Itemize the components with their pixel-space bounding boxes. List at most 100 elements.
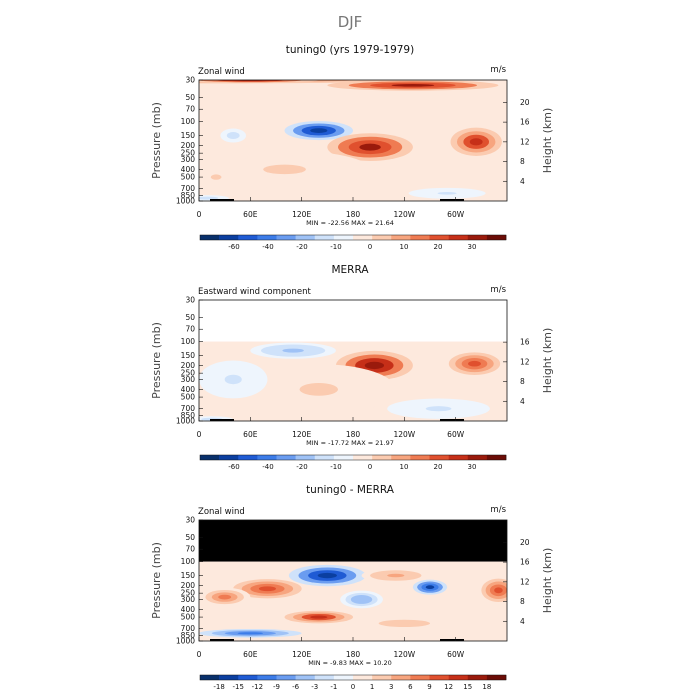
x-tick-label: 60W: [447, 650, 465, 659]
colorbar-label: 3: [389, 683, 393, 691]
x-tick-label: 120E: [292, 650, 311, 659]
colorbar-label: 30: [468, 463, 477, 471]
y-tick-label: 50: [185, 533, 195, 542]
y-tick-label: 70: [185, 105, 195, 114]
y-tick-label: 700: [181, 624, 196, 633]
contour-field: [199, 341, 507, 421]
colorbar-swatch: [410, 675, 430, 680]
y2-tick-label: 8: [520, 377, 525, 386]
contour-5-level-4: [310, 615, 328, 619]
colorbar-swatch: [353, 455, 373, 460]
colorbar-label: -20: [296, 463, 307, 471]
colorbar-swatch: [295, 235, 316, 240]
x-tick-label: 60W: [447, 430, 465, 439]
y-tick-label: 1000: [176, 197, 195, 206]
y-tick-label: 400: [181, 385, 196, 394]
units-label: m/s: [490, 505, 506, 515]
contour-field: [199, 520, 507, 641]
colorbar-label: 30: [468, 243, 477, 251]
colorbar-swatch: [314, 455, 335, 460]
colorbar-swatch: [314, 675, 335, 680]
y2-axis-title: Height (km): [541, 328, 554, 394]
y-tick-label: 70: [185, 325, 195, 334]
y2-tick-label: 20: [520, 538, 530, 547]
y-tick-label: 850: [181, 631, 196, 640]
y-tick-label: 200: [181, 141, 196, 150]
y-tick-label: 100: [181, 117, 196, 126]
colorbar-swatch: [276, 455, 296, 460]
y-tick-label: 70: [185, 545, 195, 554]
colorbar-swatch: [372, 235, 392, 240]
y-tick-label: 1000: [176, 417, 195, 426]
colorbar-label: 10: [400, 463, 409, 471]
topography: [440, 199, 464, 201]
colorbar-swatch: [295, 675, 316, 680]
colorbar-swatch: [333, 235, 354, 240]
x-tick-label: 120E: [292, 430, 311, 439]
colorbar-swatch: [467, 675, 488, 680]
colorbar-swatch: [333, 455, 354, 460]
colorbar-frame: [199, 454, 507, 461]
colorbar-swatch: [238, 455, 258, 460]
colorbar-label: 20: [434, 243, 443, 251]
colorbar-label: -20: [296, 243, 307, 251]
colorbar-swatch: [448, 455, 469, 460]
x-tick-label: 60E: [243, 210, 258, 219]
topography: [440, 639, 464, 641]
y2-tick-label: 12: [520, 357, 530, 366]
colorbar-swatch: [219, 675, 239, 680]
contour-9-level-4: [230, 133, 237, 138]
colorbar-label: -60: [228, 463, 239, 471]
colorbar-swatch: [353, 675, 373, 680]
y-tick-label: 30: [185, 296, 195, 305]
units-label: m/s: [490, 285, 506, 295]
contour-6-level-4: [425, 406, 452, 412]
colorbar-swatch: [410, 455, 430, 460]
x-tick-label: 120W: [393, 650, 415, 659]
panel-1: tuning0 (yrs 1979-1979) Zonal wind m/s 0 60E…: [150, 44, 554, 251]
colorbar-swatch: [448, 235, 469, 240]
colorbar-label: 10: [400, 243, 409, 251]
colorbar-label: 0: [351, 683, 355, 691]
contour-2-level-4: [364, 361, 385, 370]
contour-1-level-4: [282, 348, 304, 353]
y-tick-label: 400: [181, 165, 196, 174]
contour-8-level-4: [237, 632, 264, 635]
colorbar-swatch: [257, 675, 277, 680]
y2-tick-label: 16: [520, 118, 530, 127]
y-tick-label: 30: [185, 76, 195, 85]
y2-tick-label: 4: [520, 617, 525, 626]
contour-3-level-4: [258, 586, 277, 592]
y-tick-label: 300: [181, 155, 196, 164]
y-axis-title: Pressure (mb): [150, 542, 163, 619]
colorbar-swatch: [238, 675, 258, 680]
colorbar-label: -12: [252, 683, 263, 691]
topography: [210, 419, 234, 421]
y-tick-label: 200: [181, 581, 196, 590]
y-tick-label: 300: [181, 375, 196, 384]
contour-2-level-4: [425, 585, 435, 590]
y-tick-label: 250: [181, 589, 196, 598]
y-tick-label: 1000: [176, 637, 195, 646]
colorbar-swatch: [314, 235, 335, 240]
colorbar-swatch: [467, 455, 488, 460]
colorbar-label: -10: [330, 463, 341, 471]
variable-label: Eastward wind component: [198, 287, 311, 297]
colorbar-label: -40: [262, 243, 273, 251]
colorbar-label: 12: [444, 683, 453, 691]
colorbar-label: -6: [292, 683, 300, 691]
contour-9-level-4: [391, 621, 418, 626]
colorbar-label: 15: [463, 683, 472, 691]
colorbar-swatch: [238, 235, 258, 240]
colorbar-swatch: [372, 455, 392, 460]
x-tick-label: 120W: [393, 430, 415, 439]
colorbar-label: -40: [262, 463, 273, 471]
figure-title: DJF: [338, 13, 363, 31]
panel-title: tuning0 - MERRA: [306, 484, 395, 496]
colorbar-swatch: [486, 235, 507, 240]
y2-tick-label: 12: [520, 137, 530, 146]
contour-5-level-4: [224, 374, 242, 385]
y-tick-label: 700: [181, 184, 196, 193]
variable-label: Zonal wind: [198, 67, 245, 77]
